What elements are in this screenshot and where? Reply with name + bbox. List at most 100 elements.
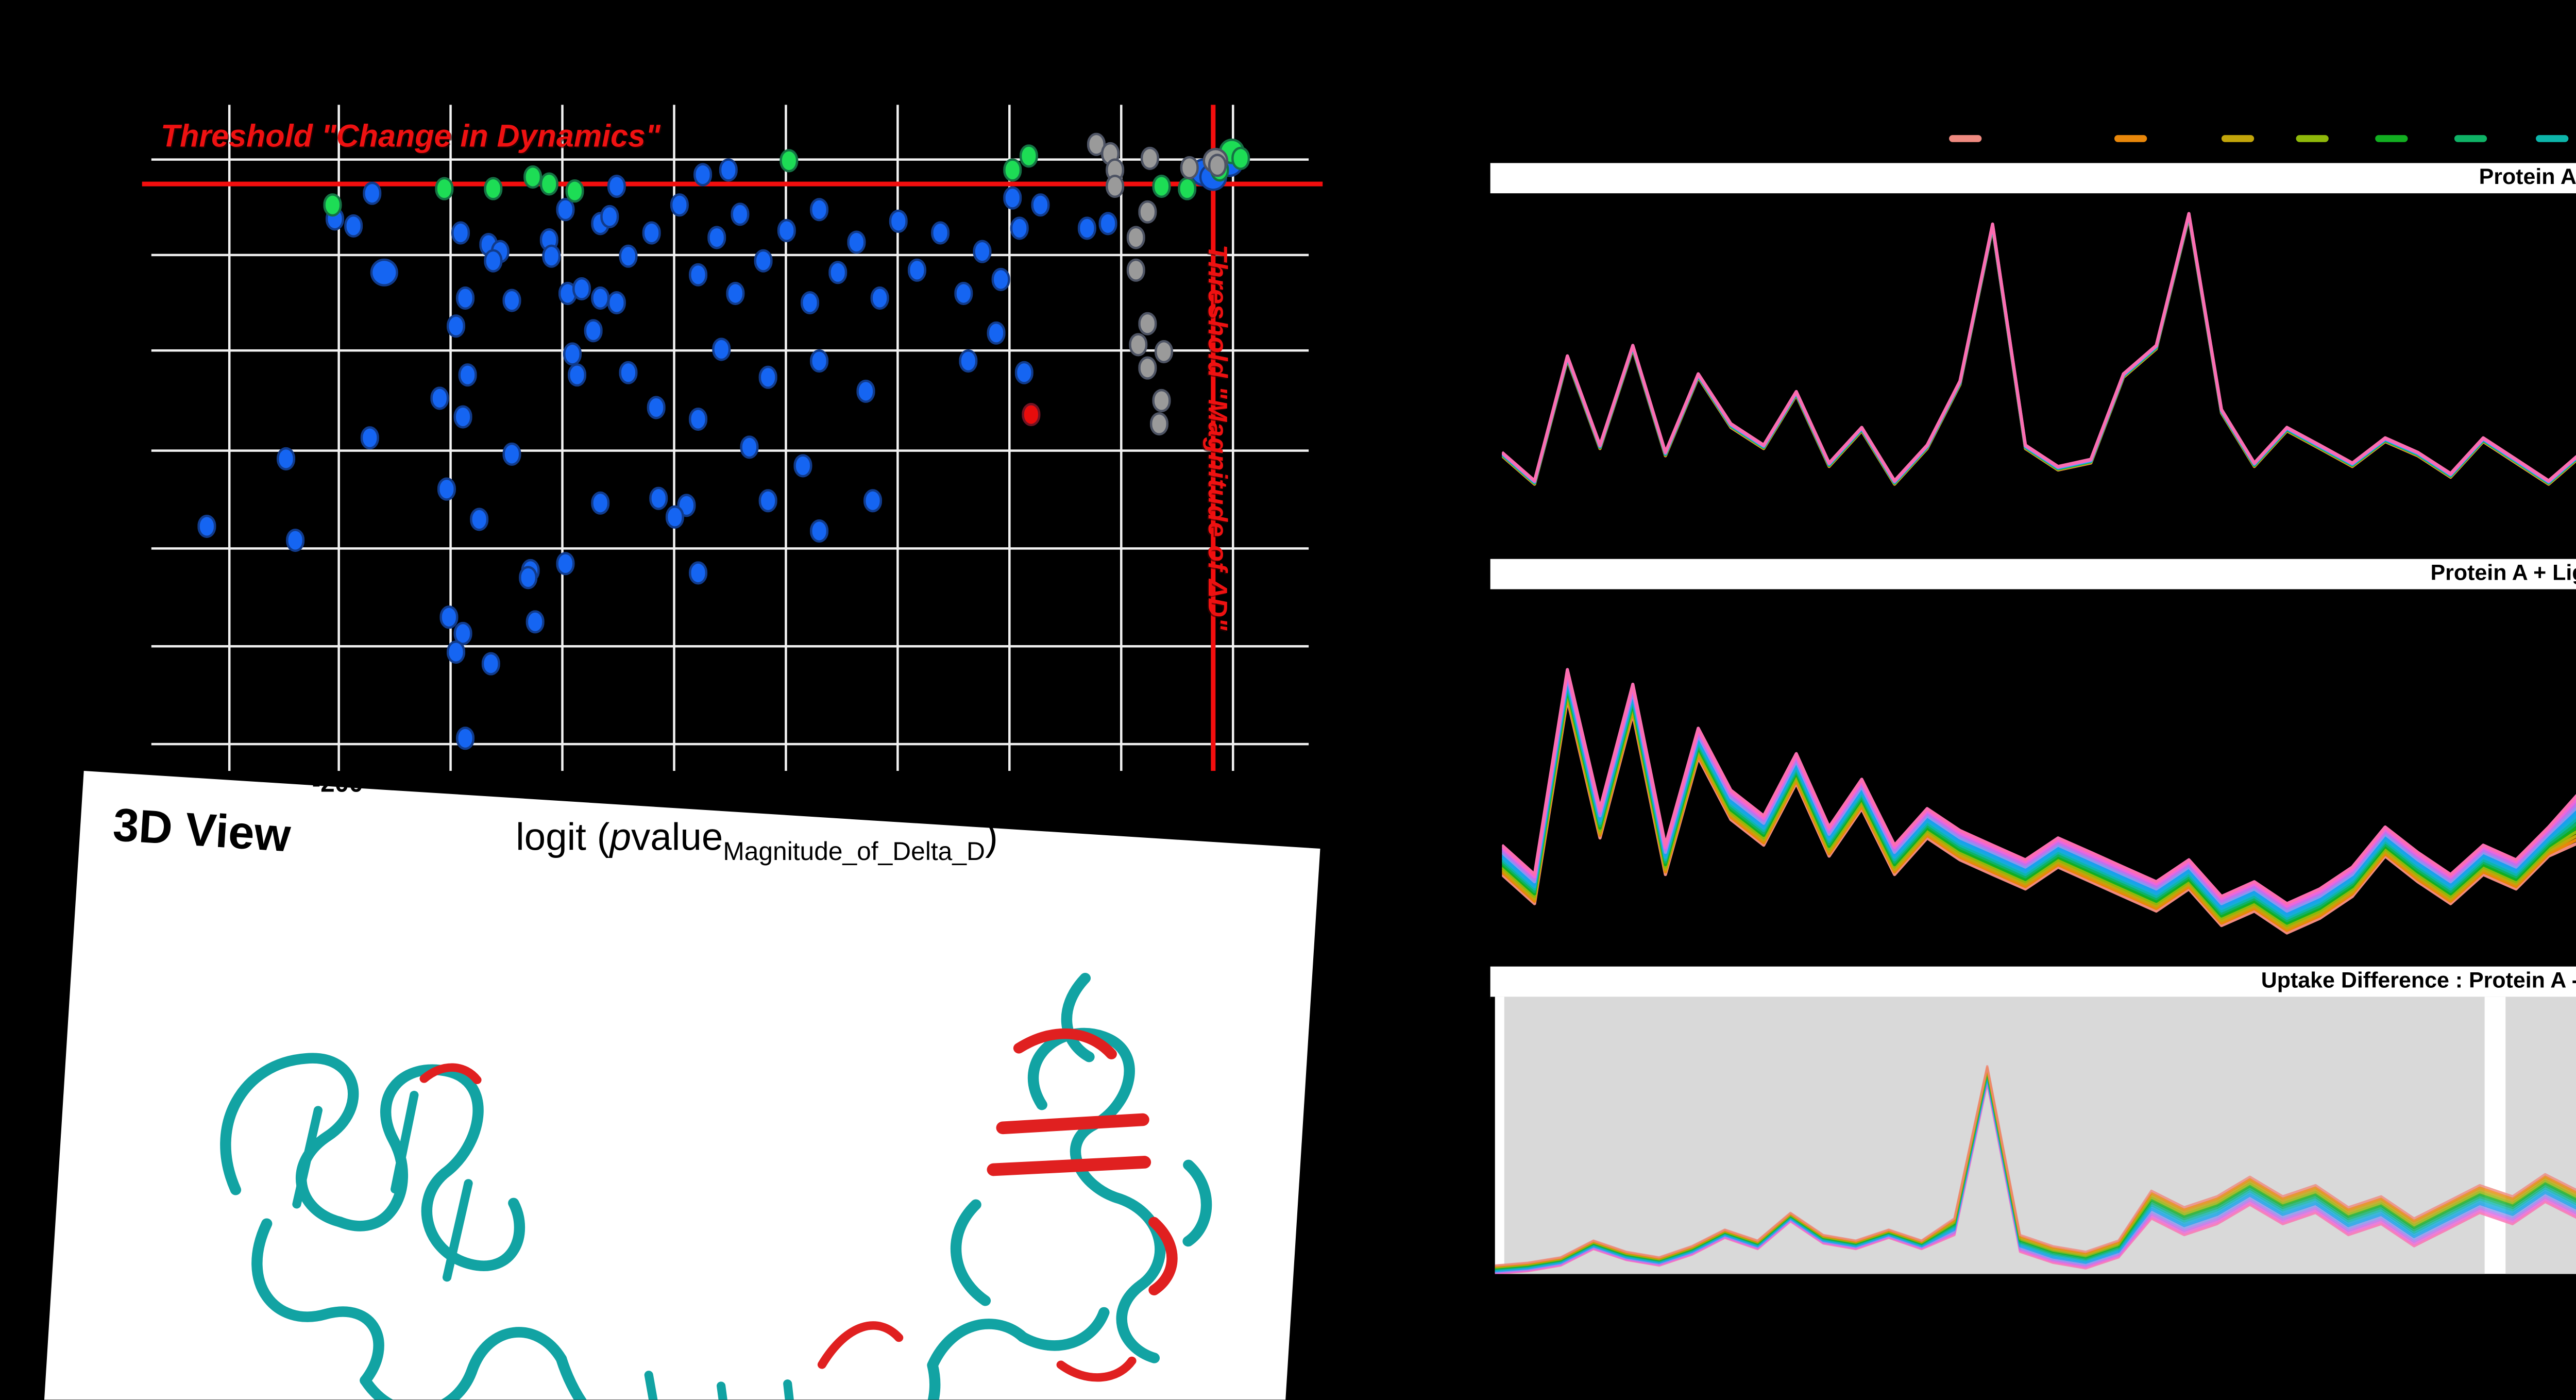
data-point [1126,258,1146,282]
gridline-h [151,547,1309,551]
data-point [731,203,751,226]
data-point [758,489,778,513]
data-point [455,286,476,310]
legend-swatch [2375,133,2408,143]
series-line [1502,692,2576,930]
gridline-v [449,105,453,771]
gridline-v [896,105,900,771]
gridline-h [151,645,1309,649]
legend-swatch [2296,133,2329,143]
series-line [1502,687,2576,925]
gridline-v [1120,105,1124,771]
threshold-magnitude-label: Threshold "Magnitude of ΔD" [1201,244,1230,631]
gridline-v [228,105,232,771]
data-point [446,640,466,664]
data-point [1003,186,1023,210]
uptake-chart-protein-a-ligand [1502,668,2576,935]
data-point [470,508,490,531]
data-point [502,442,522,466]
data-point [931,221,951,245]
data-point [719,158,739,182]
data-point [519,566,538,589]
data-point [987,321,1007,345]
data-point [1152,174,1172,198]
data-point [1180,156,1200,180]
data-point [810,519,829,543]
data-point [455,727,476,750]
data-point [435,177,455,200]
threshold-line-magnitude [1211,105,1217,771]
data-point [600,205,620,228]
gridline-h [151,449,1309,453]
data-point [777,218,797,243]
data-point [360,426,380,450]
data-point [973,240,993,263]
legend-swatch [1949,133,1982,143]
data-point [758,365,778,389]
data-point [688,561,708,585]
data-point [889,209,909,233]
data-point [740,435,760,459]
data-point [1126,226,1146,249]
data-point [567,363,587,387]
data-point [863,489,883,513]
gridline-v [561,105,565,771]
uptake-difference-chart [1495,1065,2576,1274]
data-point [453,621,473,645]
legend-swatch [2114,133,2147,143]
gridline-v [785,105,788,771]
data-point [726,281,746,306]
threshold-line-dynamics [142,181,1323,188]
data-point [1003,158,1023,182]
data-point [828,261,849,284]
chart-title-protein-a: Protein A [1490,163,2576,194]
gridline-h [151,743,1309,747]
data-point [647,396,667,419]
data-point [870,286,890,310]
data-point [810,349,829,373]
data-point [619,244,639,268]
data-point [954,281,974,306]
highlight-block [1504,997,2485,1274]
data-point [430,386,450,410]
data-point [793,454,814,478]
data-point [688,263,708,286]
gridline-v [337,105,341,771]
data-point [670,193,690,217]
data-point [197,514,217,538]
data-point [1231,146,1251,170]
data-point [591,286,611,310]
data-point [484,177,504,200]
data-point [1022,402,1042,427]
legend-swatch [2454,133,2487,143]
data-point [481,652,501,676]
chart-title-uptake-difference: Uptake Difference : Protein A - (Protein… [1490,966,2576,999]
data-point [1129,333,1149,357]
data-point [437,477,457,501]
data-point [607,174,627,198]
data-point [591,491,611,515]
data-point [1010,216,1030,240]
data-point [1138,312,1158,335]
data-point [649,486,669,510]
data-point [1154,340,1174,364]
series-line [1502,212,2576,482]
data-point [665,505,685,529]
data-point [323,193,343,217]
data-point [688,407,708,431]
threshold-dynamics-label: Threshold "Change in Dynamics" [160,119,660,154]
highlight-block [2505,997,2576,1274]
series-line [1502,690,2576,927]
data-point [693,163,713,187]
data-point [363,181,383,205]
series-line [1502,668,2576,905]
data-point [1031,193,1051,217]
data-point [707,226,727,249]
data-point [286,528,306,552]
data-point [607,291,627,315]
data-point [453,405,473,429]
data-point [1106,174,1125,198]
data-point [712,338,732,361]
data-point [642,221,662,245]
